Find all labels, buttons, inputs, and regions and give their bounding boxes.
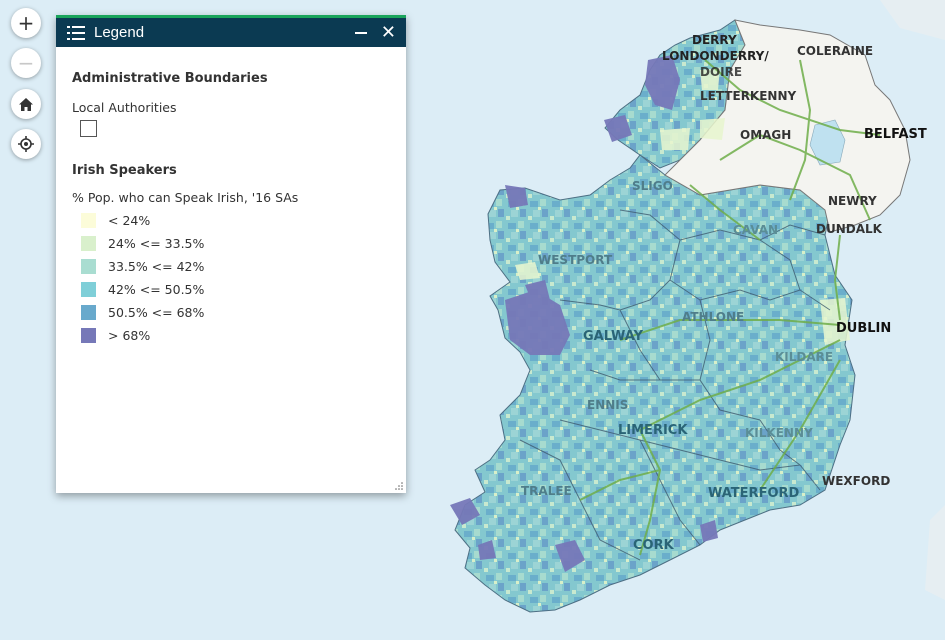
label-westport: WESTPORT [538, 253, 613, 267]
label-kildare: KILDARE [775, 350, 833, 364]
zoom-out-button[interactable]: − [11, 48, 41, 78]
legend-class-label: 42% <= 50.5% [108, 282, 205, 297]
label-tralee: TRALEE [521, 484, 572, 498]
class-list: < 24% 24% <= 33.5% 33.5% <= 42% 42% <= 50.5… [72, 209, 390, 347]
boundaries-section-title: Administrative Boundaries [72, 71, 268, 86]
legend-class-row: < 24% [81, 209, 390, 232]
legend-panel: Legend ✕ Administrative Boundaries Local… [56, 15, 406, 493]
label-limerick: LIMERICK [618, 423, 688, 438]
label-derry: DERRY [692, 33, 737, 47]
label-londonderry: LONDONDERRY/ [662, 49, 769, 63]
label-newry: NEWRY [828, 194, 877, 208]
home-icon [19, 97, 33, 111]
label-kilkenny: KILKENNY [745, 426, 813, 440]
britain-edge [880, 0, 945, 600]
low-speaker-areas [515, 68, 850, 345]
gaeltacht-areas [450, 55, 718, 572]
legend-body: Administrative Boundaries Local Authorit… [56, 47, 406, 357]
legend-class-label: < 24% [108, 213, 151, 228]
legend-class-row: 42% <= 50.5% [81, 278, 390, 301]
label-sligo: SLIGO [632, 179, 673, 193]
label-ennis: ENNIS [587, 398, 628, 412]
close-button[interactable]: ✕ [380, 21, 396, 43]
lough-neagh [809, 119, 846, 166]
legend-class-swatch [81, 305, 96, 320]
label-waterford: WATERFORD [708, 486, 800, 501]
label-cavan: CAVAN [733, 223, 778, 237]
legend-class-swatch [81, 259, 96, 274]
legend-class-label: 33.5% <= 42% [108, 259, 205, 274]
speakers-section-title: Irish Speakers [72, 163, 177, 178]
locate-button[interactable] [11, 129, 41, 159]
label-belfast: BELFAST [864, 127, 927, 142]
resize-grip-icon[interactable] [395, 482, 403, 490]
legend-class-label: > 68% [108, 328, 151, 343]
local-authority-boundaries [519, 209, 831, 561]
legend-class-swatch [81, 236, 96, 251]
label-galway: GALWAY [583, 329, 644, 344]
label-athlone: ATHLONE [682, 310, 744, 324]
zoom-in-button[interactable]: + [11, 8, 41, 38]
legend-class-swatch [81, 282, 96, 297]
minimize-button[interactable] [354, 31, 367, 34]
speakers-layer-label: % Pop. who can Speak Irish, '16 SAs [72, 190, 299, 205]
label-omagh: OMAGH [740, 128, 791, 142]
legend-class-row: 24% <= 33.5% [81, 232, 390, 255]
legend-class-row: 50.5% <= 68% [81, 301, 390, 324]
label-doire: DOIRE [700, 65, 742, 79]
label-coleraine: COLERAINE [797, 44, 873, 58]
legend-class-label: 24% <= 33.5% [108, 236, 205, 251]
legend-title: Legend [94, 24, 145, 41]
legend-class-swatch [81, 328, 96, 343]
label-wexford: WEXFORD [822, 474, 890, 488]
label-dublin: DUBLIN [836, 321, 891, 336]
label-letterkenny: LETTERKENNY [700, 89, 797, 103]
local-authorities-label: Local Authorities [72, 100, 177, 115]
legend-class-label: 50.5% <= 68% [108, 305, 205, 320]
road-network [579, 59, 881, 556]
legend-header: Legend ✕ [56, 15, 406, 47]
label-dundalk: DUNDALK [816, 222, 883, 236]
list-icon [67, 25, 85, 40]
label-cork: CORK [633, 538, 675, 553]
legend-class-row: 33.5% <= 42% [81, 255, 390, 278]
local-authorities-swatch [80, 120, 97, 137]
legend-class-swatch [81, 213, 96, 228]
legend-class-row: > 68% [81, 324, 390, 347]
locate-icon [18, 136, 34, 152]
home-button[interactable] [11, 89, 41, 119]
